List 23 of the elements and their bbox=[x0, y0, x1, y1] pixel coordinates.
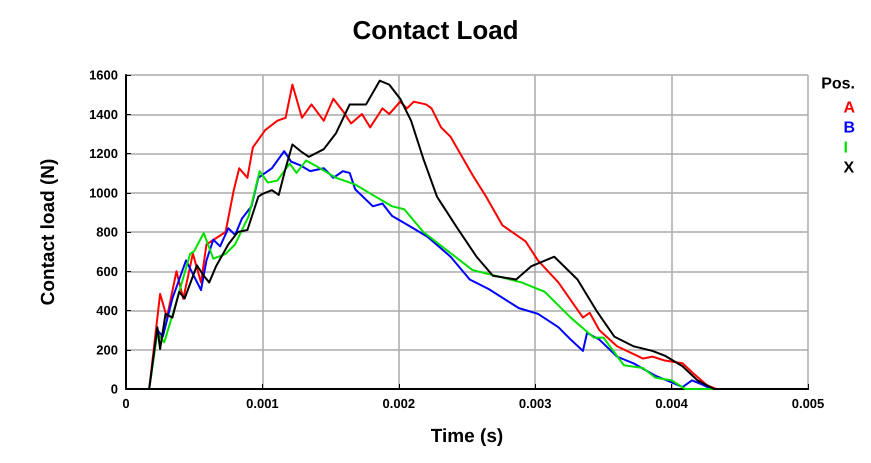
x-tick-label: 0.001 bbox=[246, 396, 279, 411]
text: B bbox=[843, 120, 856, 136]
text: I bbox=[843, 140, 848, 156]
x-tick-label: 0.004 bbox=[655, 396, 689, 411]
y-tick-label: 200 bbox=[96, 342, 118, 358]
y-tick-label: 1600 bbox=[89, 68, 118, 82]
x-tick-label: 0 bbox=[122, 396, 130, 411]
text: X bbox=[843, 160, 854, 176]
y-tick-label: 600 bbox=[96, 264, 118, 279]
x-tick-label: 0.003 bbox=[518, 396, 552, 411]
y-tick-label: 800 bbox=[96, 224, 118, 240]
chart-title: Contact Load bbox=[352, 15, 519, 45]
y-tick-label: 400 bbox=[96, 303, 118, 318]
legend-title: Pos. bbox=[821, 76, 856, 92]
y-tick-label: 0 bbox=[110, 382, 118, 396]
y-axis-title: Contact load (N) bbox=[38, 158, 59, 306]
text: A bbox=[843, 100, 856, 116]
y-tick-label: 1200 bbox=[89, 146, 118, 161]
x-axis-title: Time (s) bbox=[430, 426, 504, 447]
y-tick-label: 1000 bbox=[89, 185, 118, 200]
x-tick-label: 0.005 bbox=[792, 396, 824, 411]
y-tick-label: 1400 bbox=[89, 106, 118, 122]
x-tick-label: 0.002 bbox=[382, 396, 416, 411]
